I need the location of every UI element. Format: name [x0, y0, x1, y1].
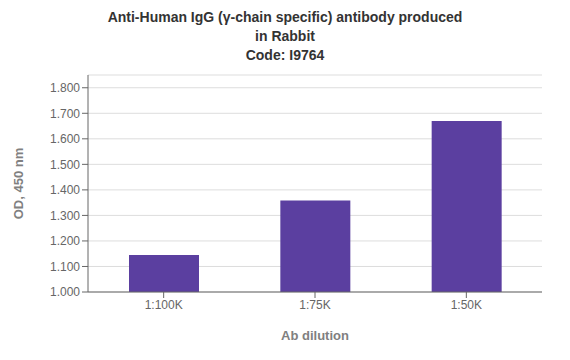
svg-text:1.200: 1.200 — [50, 234, 80, 248]
svg-text:1.300: 1.300 — [50, 209, 80, 223]
svg-text:OD, 450 nm: OD, 450 nm — [11, 148, 26, 220]
svg-text:1.100: 1.100 — [50, 260, 80, 274]
html-text:in Rabbit: in Rabbit — [255, 28, 315, 44]
svg-text:1.800: 1.800 — [50, 81, 80, 95]
html-text:Code: I9764: Code: I9764 — [245, 47, 325, 63]
svg-text:1.600: 1.600 — [50, 132, 80, 146]
svg-text:Ab dilution: Ab dilution — [281, 328, 349, 343]
svg-text:1.400: 1.400 — [50, 183, 80, 197]
svg-text:1.700: 1.700 — [50, 107, 80, 121]
html-text:Anti-Human IgG (γ-chain specif: Anti-Human IgG (γ-chain specific) antibo… — [107, 9, 463, 25]
svg-text:1.500: 1.500 — [50, 158, 80, 172]
svg-text:1:75K: 1:75K — [299, 298, 330, 312]
svg-text:1.000: 1.000 — [50, 285, 80, 299]
svg-text:1:100K: 1:100K — [145, 298, 183, 312]
svg-text:1:50K: 1:50K — [451, 298, 482, 312]
